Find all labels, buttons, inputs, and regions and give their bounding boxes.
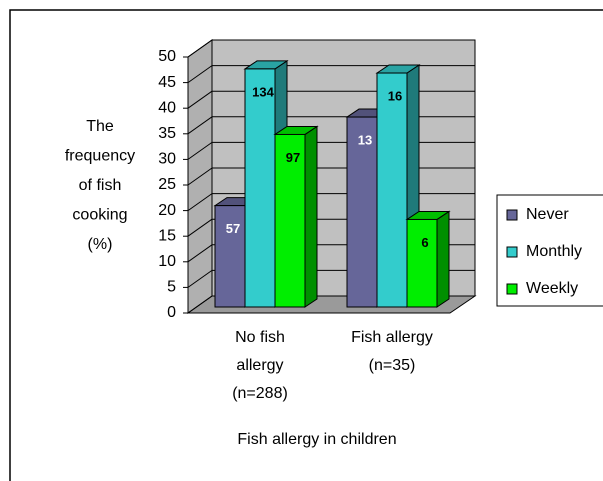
grid-line — [187, 167, 213, 186]
y-tick-label: 0 — [167, 304, 176, 321]
grid-line — [187, 193, 213, 212]
bar — [405, 210, 451, 308]
legend-swatch — [506, 283, 518, 295]
bar — [273, 125, 319, 308]
grid-line — [187, 116, 213, 135]
grid-line — [187, 39, 213, 58]
bar-side — [436, 210, 450, 308]
data-label: 97 — [286, 150, 300, 165]
y-tick-label: 50 — [158, 48, 176, 65]
y-tick-label: 10 — [158, 253, 176, 270]
bar-front — [274, 133, 306, 308]
bar-front — [376, 72, 408, 308]
legend-swatch — [506, 246, 518, 258]
y-tick-label: 5 — [167, 279, 176, 296]
bar-side — [304, 125, 318, 308]
y-axis-title: cooking — [72, 207, 127, 224]
frame — [9, 9, 603, 481]
grid-line — [187, 218, 213, 237]
y-axis-title: (%) — [88, 236, 113, 253]
grid-line — [187, 90, 213, 109]
data-label: 16 — [388, 88, 402, 103]
x-tick-label: allergy — [236, 357, 283, 374]
legend-label: Never — [526, 206, 569, 223]
data-label: 134 — [252, 84, 274, 99]
x-axis-title: Fish allergy in children — [237, 431, 396, 448]
data-label: 57 — [226, 221, 240, 236]
x-tick-label: (n=35) — [369, 357, 416, 374]
y-tick-label: 30 — [158, 151, 176, 168]
bar-front — [346, 116, 378, 308]
x-tick-label: No fish — [235, 329, 285, 346]
grid-line — [187, 65, 213, 84]
bar-front — [244, 68, 276, 308]
bar-front — [406, 218, 438, 308]
grid-line — [187, 141, 213, 160]
y-tick-label: 35 — [158, 125, 176, 142]
y-tick-label: 40 — [158, 99, 176, 116]
data-label: 13 — [358, 132, 372, 147]
grid-line — [187, 244, 213, 263]
y-axis-title: of fish — [79, 177, 122, 194]
y-tick-label: 25 — [158, 176, 176, 193]
legend-label: Weekly — [526, 280, 578, 297]
grid-line — [187, 269, 213, 288]
y-tick-label: 15 — [158, 227, 176, 244]
y-tick-label: 45 — [158, 74, 176, 91]
legend-swatch — [506, 209, 518, 221]
y-axis-title: frequency — [65, 148, 135, 165]
x-tick-label: Fish allergy — [351, 329, 433, 346]
data-label: 6 — [421, 235, 428, 250]
y-tick-label: 20 — [158, 202, 176, 219]
grid-line — [187, 295, 213, 314]
legend-label: Monthly — [526, 243, 582, 260]
y-axis-title: The — [86, 118, 114, 135]
x-tick-label: (n=288) — [232, 385, 288, 402]
